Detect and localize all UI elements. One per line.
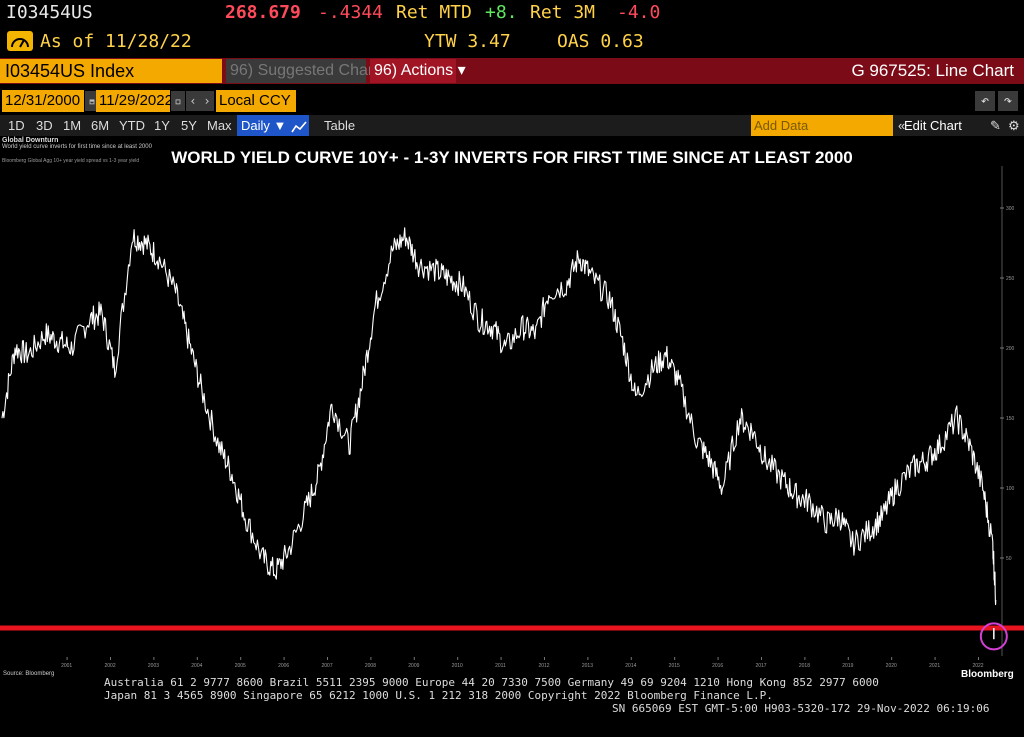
footer-contacts-1: Australia 61 2 9777 8600 Brazil 5511 239… [104,676,879,689]
calendar-icon[interactable]: ▫ [85,91,99,111]
undo-icon[interactable]: ↶ [975,91,995,111]
period-1y[interactable]: 1Y [154,118,170,133]
x-tick-label: 2013 [582,663,593,668]
index-security-field[interactable]: I03454US Index [0,59,222,83]
ret-3m-value: -4.0 [617,2,661,23]
y-tick-label: 200 [1006,346,1015,352]
x-tick-label: 2014 [625,663,636,668]
ytw: YTW 3.47 [424,31,511,52]
price-change: -.4344 [318,2,384,23]
actions-menu[interactable]: 96) Actions ▾ [370,59,466,83]
x-tick-label: 2022 [972,663,983,668]
chart-code: G 967525: Line Chart [851,61,1014,80]
x-tick-label: 2006 [278,663,289,668]
ret-3m-label: Ret 3M [530,2,596,23]
x-tick-label: 2011 [495,663,506,668]
x-tick-label: 2004 [191,663,202,668]
period-max[interactable]: Max [207,118,232,133]
table-button[interactable]: Table [324,118,356,133]
period-3d[interactable]: 3D [36,118,53,133]
inset-subtitle: World yield curve inverts for first time… [2,144,152,150]
speedometer-icon[interactable] [7,31,33,51]
y-tick-label: 300 [1006,206,1015,212]
redo-icon[interactable]: ↷ [998,91,1018,111]
footer-session: SN 665069 EST GMT-5:00 H903-5320-172 29-… [612,702,990,715]
frequency-select[interactable]: Daily ▼ [237,115,291,136]
as-of-date: As of 11/28/22 [40,31,192,52]
period-6m[interactable]: 6M [91,118,110,133]
chart-plot: 3002502001501005002001200220032004200520… [0,166,1024,668]
oas: OAS 0.63 [557,31,644,52]
end-date-field[interactable]: 11/29/2022 [96,90,173,112]
ticker: I03454US [6,2,93,23]
period-1m[interactable]: 1M [63,118,82,133]
chevron-left-icon[interactable]: ‹ [186,91,200,111]
x-tick-label: 2007 [321,663,332,668]
ret-mtd-value: +8. [485,2,518,23]
legend-entry: Bloomberg Global Agg 10+ year yield spre… [2,158,140,164]
highlight-circle [979,622,1008,651]
x-tick-label: 2019 [842,663,853,668]
x-tick-label: 2021 [929,663,940,668]
x-tick-label: 2016 [712,663,723,668]
y-tick-label: 100 [1006,486,1015,492]
x-tick-label: 2001 [61,663,72,668]
currency-select[interactable]: Local CCY [216,90,296,112]
suggested-charts-button[interactable]: 96) Suggested Charts [226,59,386,83]
period-1d[interactable]: 1D [8,118,25,133]
chevron-right-icon[interactable]: › [200,91,214,111]
inset-title: Global Downturn [2,137,59,144]
x-tick-label: 2008 [365,663,376,668]
pencil-icon[interactable]: ✎ [990,118,1001,133]
bloomberg-brand: Bloomberg [961,669,1014,680]
x-tick-label: 2018 [799,663,810,668]
x-tick-label: 2003 [148,663,159,668]
ret-mtd-label: Ret MTD [396,2,472,23]
edit-chart-button[interactable]: Edit Chart [904,118,962,133]
footer-contacts-2: Japan 81 3 4565 8900 Singapore 65 6212 1… [104,689,773,702]
x-tick-label: 2015 [669,663,680,668]
x-tick-label: 2010 [452,663,463,668]
x-tick-label: 2002 [104,663,115,668]
series-line [1,227,997,606]
period-ytd[interactable]: YTD [119,118,145,133]
period-5y[interactable]: 5Y [181,118,197,133]
x-tick-label: 2009 [408,663,419,668]
start-date-field[interactable]: 12/31/2000 [2,90,84,112]
x-tick-label: 2017 [755,663,766,668]
calendar-icon[interactable]: ▫ [171,91,185,111]
y-tick-label: 250 [1006,276,1015,282]
x-tick-label: 2005 [235,663,246,668]
y-tick-label: 50 [1006,556,1012,562]
y-tick-label: 150 [1006,416,1015,422]
add-data-input[interactable]: Add Data [751,115,893,136]
source-note: Source: Bloomberg [3,671,55,677]
x-tick-label: 2020 [886,663,897,668]
date-separator: - [88,93,97,109]
chart-title: WORLD YIELD CURVE 10Y+ - 1-3Y INVERTS FO… [171,148,853,167]
x-tick-label: 2012 [538,663,549,668]
last-price: 268.679 [225,2,301,23]
line-chart-icon[interactable] [289,115,309,136]
collapse-icon[interactable]: « [898,118,906,133]
gear-icon[interactable]: ⚙ [1008,118,1020,133]
